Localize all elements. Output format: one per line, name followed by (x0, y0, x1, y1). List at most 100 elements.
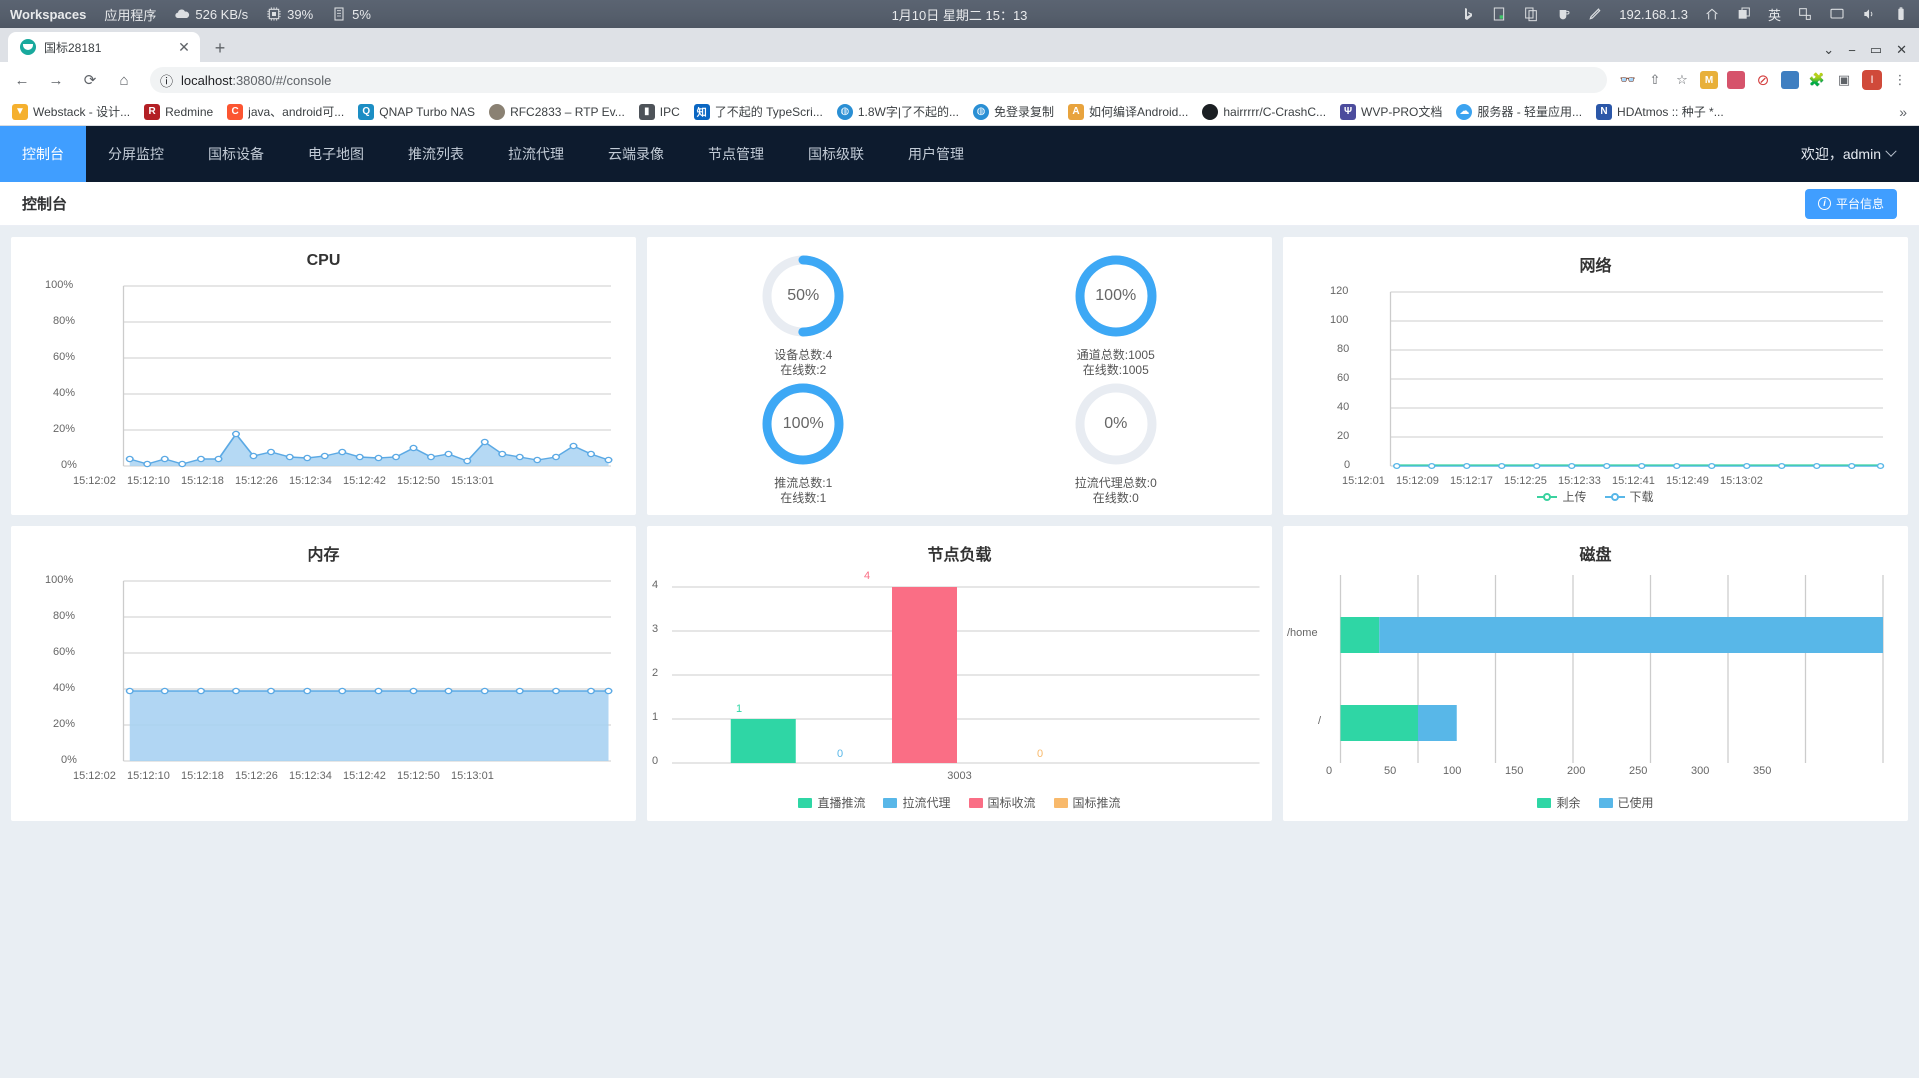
apps-icon[interactable] (1781, 71, 1799, 89)
workspaces-menu[interactable]: Workspaces (10, 7, 86, 22)
tab-search-icon[interactable]: ⌄ (1823, 42, 1835, 57)
legend-download[interactable]: 下载 (1604, 488, 1654, 505)
glasses-icon[interactable]: 👓 (1619, 72, 1637, 87)
bookmark-item[interactable]: A 如何编译Android... (1062, 100, 1194, 123)
browser-tabstrip: 国标28181 ✕ + ⌄ − ▭ ✕ (0, 28, 1919, 62)
user-menu[interactable]: 欢迎，admin (1801, 126, 1919, 182)
forward-icon[interactable]: → (48, 71, 64, 89)
bookmark-item[interactable]: 知了不起的 TypeScri... (688, 100, 829, 123)
bookmark-item[interactable]: ▼ Webstack - 设计... (6, 100, 136, 123)
puzzle-icon[interactable]: 🧩 (1808, 72, 1826, 87)
bookmark-label: java、android可... (248, 105, 345, 119)
screenshot-icon[interactable] (1491, 6, 1507, 22)
bookmark-item[interactable]: N HDAtmos :: 种子 *... (1590, 100, 1730, 123)
volume-icon[interactable] (1861, 6, 1877, 22)
bookmark-label: 了不起的 TypeScri... (714, 105, 823, 119)
nav-item-pull-proxy[interactable]: 拉流代理 (508, 146, 564, 162)
cpu-indicator: 39% (266, 6, 313, 22)
window-icon[interactable] (1736, 6, 1752, 22)
url-host: localhost (181, 72, 233, 88)
platform-info-button[interactable]: i 平台信息 (1804, 188, 1897, 219)
disk-legend: 剩余 已使用 (1283, 794, 1908, 811)
donut-channels-ring: 100% (1073, 253, 1159, 339)
donut-proxy: 0% 拉流代理总数:0 在线数:0 (960, 379, 1273, 507)
legend-download-label: 下载 (1629, 490, 1654, 504)
sidepanel-icon[interactable]: ▣ (1837, 72, 1851, 87)
reload-icon[interactable]: ⟳ (83, 72, 97, 89)
donut-channels-value: 100% (1095, 286, 1137, 304)
home-icon[interactable] (1704, 6, 1720, 22)
bookmark-item[interactable]: RFC2833 – RTP Ev... (483, 101, 631, 123)
nav-item-node-manage[interactable]: 节点管理 (708, 146, 764, 162)
bing-icon[interactable] (1459, 6, 1475, 22)
display-icon[interactable] (1829, 6, 1845, 22)
bookmark-label: 如何编译Android... (1088, 105, 1189, 119)
nav-item-push-list[interactable]: 推流列表 (408, 146, 464, 162)
eyedropper-icon[interactable] (1587, 6, 1603, 22)
donut-devices-total: 设备总数:4 (774, 347, 833, 362)
legend-used[interactable]: 已使用 (1598, 794, 1654, 811)
share-icon[interactable]: ⇧ (1649, 72, 1661, 87)
nav-item-gb-devices[interactable]: 国标设备 (208, 146, 264, 162)
disk-chart: /home / 0 50 100 150 200 250 300 350 (1283, 565, 1908, 795)
bookmark-item[interactable]: R Redmine (138, 101, 219, 123)
legend-gb-push-label: 国标推流 (1072, 796, 1121, 810)
tab-favicon-icon (20, 39, 36, 55)
legend-used-label: 已使用 (1617, 796, 1654, 810)
wallet-icon[interactable] (1727, 71, 1745, 89)
legend-pull-proxy[interactable]: 拉流代理 (883, 794, 951, 811)
nav-item-map[interactable]: 电子地图 (308, 146, 364, 162)
node-load-chart: 4 3 2 1 0 1 0 4 0 3003 (647, 565, 1272, 795)
legend-free-label: 剩余 (1556, 796, 1581, 810)
legend-gb-recv[interactable]: 国标收流 (968, 794, 1036, 811)
network-icon[interactable] (1797, 6, 1813, 22)
language-icon[interactable]: 英 (1767, 7, 1781, 23)
bookmark-item[interactable]: ☁ 服务器 - 轻量应用... (1450, 100, 1588, 123)
menu-icon[interactable]: ⋮ (1893, 72, 1907, 87)
card-cpu: CPU (11, 237, 636, 515)
extension-m-icon[interactable]: M (1700, 71, 1718, 89)
nav-item-console[interactable]: 控制台 (0, 126, 86, 182)
applications-menu[interactable]: 应用程序 (104, 5, 156, 24)
address-bar[interactable]: ⓘ localhost:38080/#/console (150, 67, 1607, 93)
legend-free[interactable]: 剩余 (1537, 794, 1581, 811)
close-window-button[interactable]: ✕ (1896, 42, 1907, 57)
site-info-icon[interactable]: ⓘ (160, 73, 174, 89)
profile-avatar[interactable]: I (1862, 70, 1882, 90)
cpu-chart-svg (122, 285, 613, 468)
clipboard-icon[interactable] (1555, 6, 1571, 22)
home-icon[interactable]: ⌂ (119, 71, 129, 89)
bookmarks-overflow-icon[interactable]: » (1899, 103, 1907, 120)
bookmark-item[interactable]: ◍ 1.8W字|了不起的... (831, 100, 965, 123)
donut-push-online: 在线数:1 (780, 490, 827, 505)
back-icon[interactable]: ← (14, 71, 30, 89)
browser-tab[interactable]: 国标28181 ✕ (8, 32, 200, 62)
nav-item-cloud-record[interactable]: 云端录像 (608, 146, 664, 162)
bookmark-item[interactable]: hairrrrr/C-CrashC... (1196, 101, 1332, 123)
bookmark-item[interactable]: ◍ 免登录复制 (967, 100, 1060, 123)
bookmark-item[interactable]: Ψ WVP-PRO文档 (1334, 100, 1448, 123)
net-speed-value: 526 KB/s (195, 6, 249, 22)
bookmark-label: IPC (659, 104, 680, 119)
minimize-button[interactable]: − (1848, 42, 1856, 58)
nav-item-gb-cascade[interactable]: 国标级联 (808, 146, 864, 162)
nav-item-user-manage[interactable]: 用户管理 (908, 146, 964, 162)
bookmark-item[interactable]: ▮ IPC (633, 101, 686, 123)
os-bar-right: 192.168.1.3 英 (1459, 5, 1909, 24)
ip-address: 192.168.1.3 (1619, 6, 1688, 22)
legend-live-push[interactable]: 直播推流 (798, 794, 865, 811)
new-tab-button[interactable]: + (214, 37, 226, 58)
copy-icon[interactable] (1523, 6, 1539, 22)
bookmark-item[interactable]: Q QNAP Turbo NAS (352, 101, 481, 123)
tab-close-icon[interactable]: ✕ (178, 39, 190, 55)
star-icon[interactable]: ☆ (1676, 72, 1688, 87)
maximize-button[interactable]: ▭ (1869, 42, 1883, 57)
legend-upload[interactable]: 上传 (1537, 488, 1587, 505)
bookmark-label: 服务器 - 轻量应用... (1477, 105, 1583, 119)
battery-icon[interactable] (1893, 6, 1909, 22)
legend-gb-push[interactable]: 国标推流 (1053, 794, 1121, 811)
nav-item-split-monitor[interactable]: 分屏监控 (108, 146, 164, 162)
adblock-icon[interactable]: ⊘ (1756, 72, 1770, 89)
